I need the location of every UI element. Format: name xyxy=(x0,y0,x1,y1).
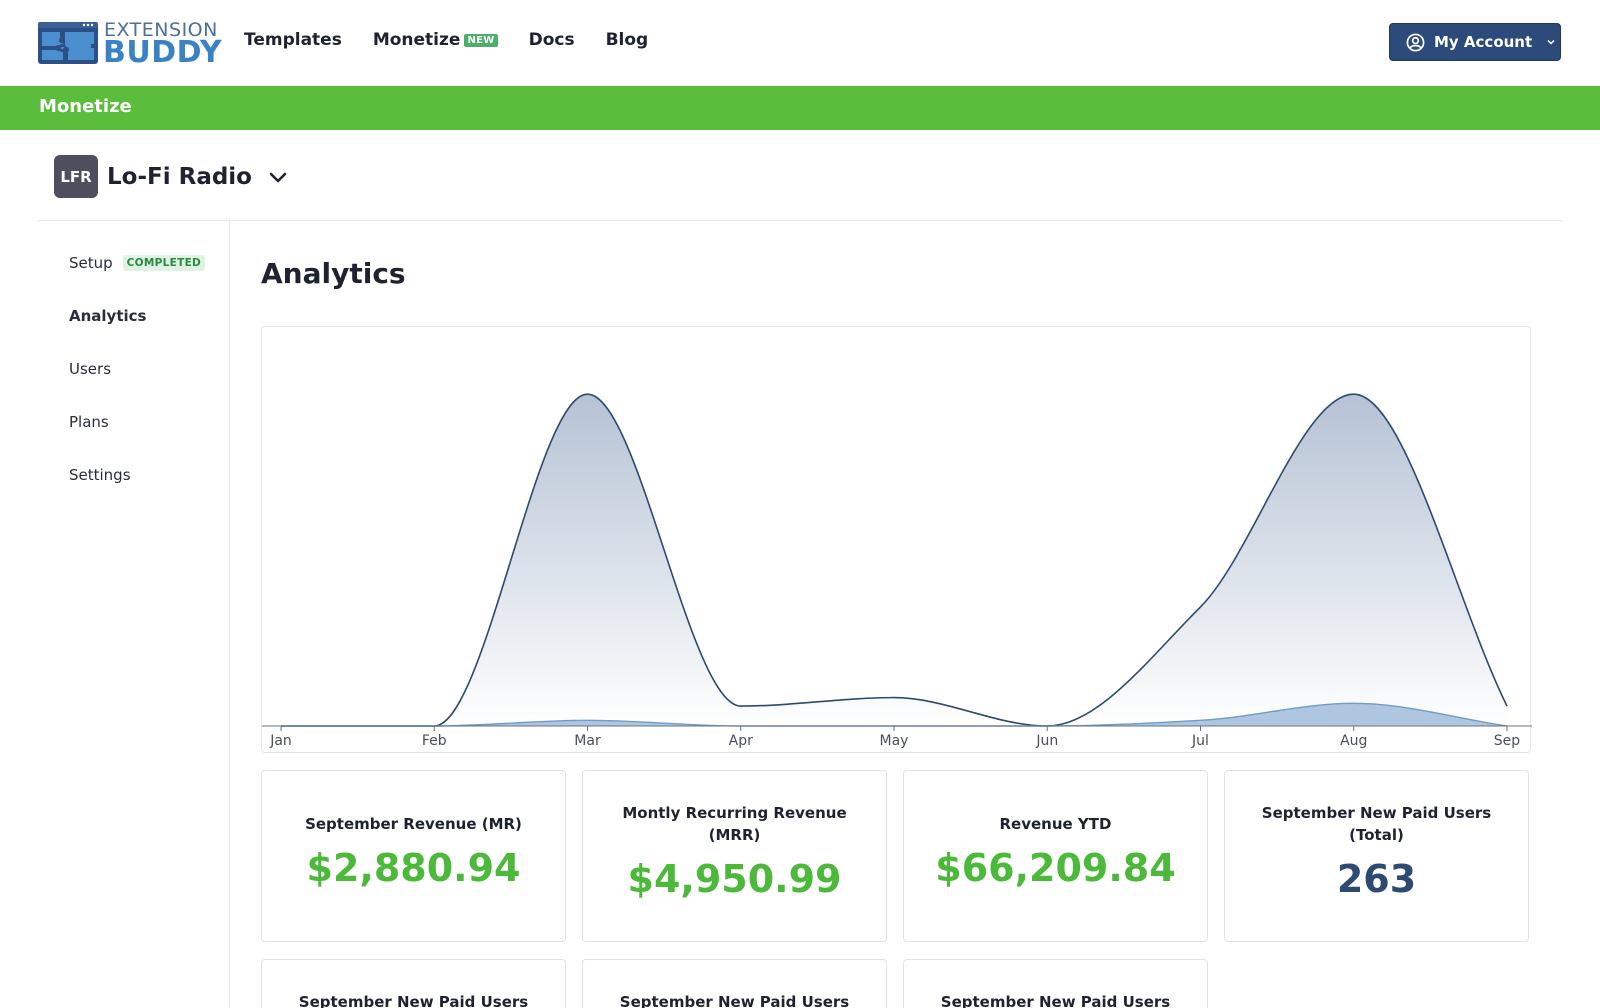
x-tick-label: Jan xyxy=(269,733,292,749)
sidebar-item-label: Settings xyxy=(69,466,131,484)
nav-monetize[interactable]: Monetize NEW xyxy=(373,30,498,50)
metric-value: 263 xyxy=(1336,857,1417,901)
metric-value: $66,209.84 xyxy=(935,846,1176,890)
metric-card-new-paid-users-3: September New Paid Users xyxy=(903,959,1208,1008)
metric-value: $4,950.99 xyxy=(627,857,842,901)
metric-label: September Revenue (MR) xyxy=(305,815,522,833)
metric-card-september-revenue: September Revenue (MR) $2,880.94 xyxy=(261,770,566,942)
section-header-bar: Monetize xyxy=(0,86,1600,130)
metric-label: September New Paid Users (Total) xyxy=(1261,804,1492,844)
x-tick-label: Feb xyxy=(422,733,447,749)
metric-label: Montly Recurring Revenue (MRR) xyxy=(622,804,847,844)
metric-value: $2,880.94 xyxy=(306,846,521,890)
metric-card-mrr: Montly Recurring Revenue (MRR) $4,950.99 xyxy=(582,770,887,942)
top-navigation-bar: EXTENSION BUDDY Templates Monetize NEW D… xyxy=(0,0,1600,86)
sidebar-divider xyxy=(229,221,230,1008)
my-account-label: My Account xyxy=(1434,33,1533,51)
project-avatar: LFR xyxy=(54,155,98,198)
logo-wordmark-bottom: BUDDY xyxy=(103,35,223,70)
content-divider xyxy=(38,220,1562,221)
sidebar-item-label: Plans xyxy=(69,413,109,431)
sidebar-item-users[interactable]: Users xyxy=(69,359,205,379)
sidebar-item-label: Setup xyxy=(69,254,113,272)
nav-monetize-label: Monetize xyxy=(372,30,461,50)
chevron-down-icon xyxy=(1547,39,1555,45)
area-chart-svg: Jan Feb Mar Apr May Jun Jul Aug Sep xyxy=(262,393,1532,749)
project-name: Lo-Fi Radio xyxy=(107,163,252,190)
sidebar-item-analytics[interactable]: Analytics xyxy=(69,306,205,326)
metric-label: Revenue YTD xyxy=(999,815,1112,833)
metric-card-revenue-ytd: Revenue YTD $66,209.84 xyxy=(903,770,1208,942)
nav-docs[interactable]: Docs xyxy=(528,30,575,50)
user-circle-icon xyxy=(1406,33,1425,51)
chevron-down-icon xyxy=(269,172,287,182)
metric-card-new-paid-users-total: September New Paid Users (Total) 263 xyxy=(1224,770,1529,942)
sidebar-item-label: Users xyxy=(69,360,112,378)
metric-card-new-paid-users-1: September New Paid Users xyxy=(261,959,566,1008)
metric-label: September New Paid Users xyxy=(619,993,850,1008)
x-tick-label: May xyxy=(880,733,909,749)
x-tick-label: Jul xyxy=(1191,733,1209,749)
puzzle-logo-icon xyxy=(38,22,98,64)
sidebar-item-settings[interactable]: Settings xyxy=(69,465,205,485)
sidebar: Setup COMPLETED Analytics Users Plans Se… xyxy=(69,253,206,518)
x-tick-label: Sep xyxy=(1494,733,1521,749)
x-tick-label: Aug xyxy=(1340,733,1367,749)
sidebar-item-setup[interactable]: Setup COMPLETED xyxy=(69,253,206,273)
project-selector[interactable]: LFR Lo-Fi Radio xyxy=(54,155,288,198)
x-tick-label: Mar xyxy=(574,733,601,749)
main-nav: Templates Monetize NEW Docs Blog xyxy=(244,30,679,50)
metric-label: September New Paid Users xyxy=(298,993,529,1008)
completed-badge: COMPLETED xyxy=(122,255,206,271)
nav-templates[interactable]: Templates xyxy=(244,30,342,50)
x-tick-label: Apr xyxy=(729,733,753,749)
series-1-area xyxy=(281,394,1507,726)
metric-label: September New Paid Users xyxy=(940,993,1171,1008)
my-account-button[interactable]: My Account xyxy=(1389,23,1561,61)
extension-buddy-logo[interactable]: EXTENSION BUDDY xyxy=(38,18,222,70)
section-title: Monetize xyxy=(39,96,132,117)
nav-blog[interactable]: Blog xyxy=(605,30,649,50)
logo-wordmark-top: EXTENSION xyxy=(104,19,218,41)
page-title: Analytics xyxy=(261,257,406,290)
metric-card-new-paid-users-2: September New Paid Users xyxy=(582,959,887,1008)
series-1-line xyxy=(280,393,1508,727)
sidebar-item-label: Analytics xyxy=(69,307,147,325)
analytics-chart: Jan Feb Mar Apr May Jun Jul Aug Sep xyxy=(261,326,1532,753)
new-badge: NEW xyxy=(464,33,498,47)
sidebar-item-plans[interactable]: Plans xyxy=(69,412,205,432)
x-tick-label: Jun xyxy=(1035,733,1058,749)
